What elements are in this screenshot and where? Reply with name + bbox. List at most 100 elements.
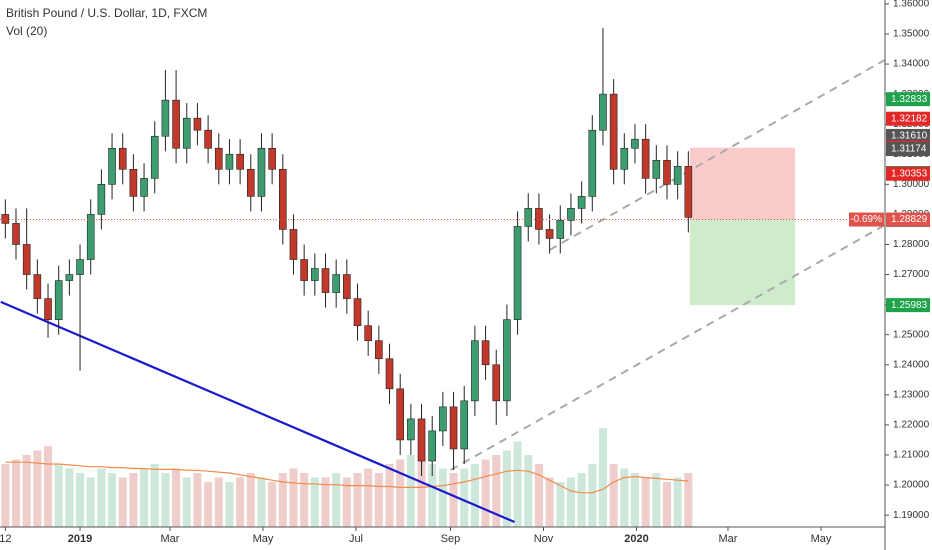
price-label-box bbox=[886, 298, 930, 313]
volume-bar bbox=[502, 450, 511, 527]
trend-line bbox=[0, 300, 515, 524]
price-label-box bbox=[886, 92, 930, 107]
volume-bar bbox=[577, 473, 586, 527]
volume-bar bbox=[150, 464, 159, 527]
y-tick-label: 1.20000 bbox=[893, 480, 930, 491]
candle-body bbox=[652, 159, 661, 179]
candle-body bbox=[673, 165, 682, 185]
candle-body bbox=[663, 159, 671, 185]
volume-bar bbox=[225, 482, 234, 527]
volume-bar bbox=[172, 468, 181, 527]
volume-bar bbox=[268, 482, 277, 527]
volume-bar bbox=[278, 473, 287, 527]
price-label: 1.31610 bbox=[891, 131, 928, 142]
candle-body bbox=[513, 226, 522, 320]
candle-body bbox=[140, 178, 148, 197]
volume-bar bbox=[65, 468, 74, 527]
candle-body bbox=[460, 400, 469, 450]
volume-bar bbox=[33, 450, 42, 527]
candle-body bbox=[503, 319, 511, 402]
volume-bar bbox=[332, 473, 341, 527]
candle-body bbox=[108, 147, 116, 185]
candle-body bbox=[12, 223, 20, 245]
y-tick-label: 1.30000 bbox=[893, 179, 930, 190]
volume-bar bbox=[76, 473, 85, 527]
candle-body bbox=[1, 214, 10, 224]
volume-bar bbox=[353, 473, 362, 527]
candle-body bbox=[33, 274, 42, 299]
candle-body bbox=[364, 325, 372, 342]
volume-bar bbox=[524, 455, 533, 527]
candle-body bbox=[289, 229, 298, 260]
candle-body bbox=[236, 153, 244, 170]
volume-bar bbox=[385, 464, 394, 527]
plot-area bbox=[0, 27, 886, 527]
y-tick-label: 1.35000 bbox=[893, 29, 930, 40]
volume-bar bbox=[44, 446, 53, 527]
x-tick-label: 2019 bbox=[68, 533, 92, 545]
volume-bar bbox=[566, 477, 575, 527]
volume-bar bbox=[246, 473, 255, 527]
candle-body bbox=[385, 358, 394, 390]
volume-bar bbox=[438, 468, 447, 527]
candle-body bbox=[150, 135, 159, 179]
volume-bar bbox=[652, 473, 661, 527]
y-tick-label: 1.21000 bbox=[893, 450, 930, 461]
volume-bar bbox=[300, 473, 309, 527]
change-box bbox=[849, 212, 884, 227]
candle-body bbox=[353, 298, 362, 326]
candle-body bbox=[22, 244, 31, 275]
y-tick-label: 1.36000 bbox=[893, 0, 930, 10]
volume-bar bbox=[236, 477, 245, 527]
candle-body bbox=[257, 147, 266, 197]
volume-bar bbox=[620, 468, 629, 527]
candle-body bbox=[279, 169, 287, 230]
volume-bar bbox=[289, 468, 298, 527]
volume-bar bbox=[364, 468, 373, 527]
volume-bar bbox=[54, 464, 63, 527]
volume-bar bbox=[630, 473, 639, 527]
candle-body bbox=[268, 147, 276, 170]
stop-zone bbox=[689, 147, 796, 220]
volume-bar bbox=[396, 459, 405, 527]
volume-bar bbox=[97, 468, 106, 527]
candle-body bbox=[182, 117, 191, 149]
volume-bar bbox=[214, 477, 223, 527]
candle-body bbox=[492, 364, 501, 402]
volume-bar bbox=[182, 477, 191, 527]
candle-body bbox=[214, 147, 223, 170]
volume-bar bbox=[140, 468, 149, 527]
volume-bar bbox=[609, 464, 618, 527]
volume-bar bbox=[513, 441, 522, 527]
candle-body bbox=[332, 274, 340, 293]
price-label-box bbox=[886, 166, 930, 181]
price-label-box bbox=[886, 128, 930, 143]
candle-body bbox=[396, 388, 404, 441]
volume-bar bbox=[673, 477, 682, 527]
y-tick-label: 1.25000 bbox=[893, 329, 930, 340]
candle-body bbox=[684, 165, 693, 218]
candle-body bbox=[407, 418, 415, 441]
price-label: 1.30353 bbox=[891, 168, 928, 179]
volume-bar bbox=[12, 459, 21, 527]
volume-bar bbox=[588, 464, 597, 527]
candle-body bbox=[172, 99, 180, 149]
candle-body bbox=[535, 208, 543, 230]
price-label: 1.32833 bbox=[891, 94, 928, 105]
volume-bar bbox=[470, 464, 479, 527]
volume-bar bbox=[684, 473, 693, 527]
volume-bar bbox=[204, 482, 213, 527]
candle-body bbox=[481, 340, 490, 366]
y-tick-label: 1.23000 bbox=[893, 389, 930, 400]
candle-body bbox=[428, 430, 437, 462]
candle-body bbox=[556, 220, 565, 239]
y-axis-band bbox=[885, 0, 932, 550]
volume-bar bbox=[129, 473, 138, 527]
volume-bar bbox=[257, 477, 266, 527]
candle-body bbox=[631, 138, 639, 149]
y-tick-label: 1.24000 bbox=[893, 359, 930, 370]
candle-body bbox=[321, 268, 330, 293]
candle-body bbox=[86, 214, 95, 260]
candle-body bbox=[588, 129, 597, 197]
